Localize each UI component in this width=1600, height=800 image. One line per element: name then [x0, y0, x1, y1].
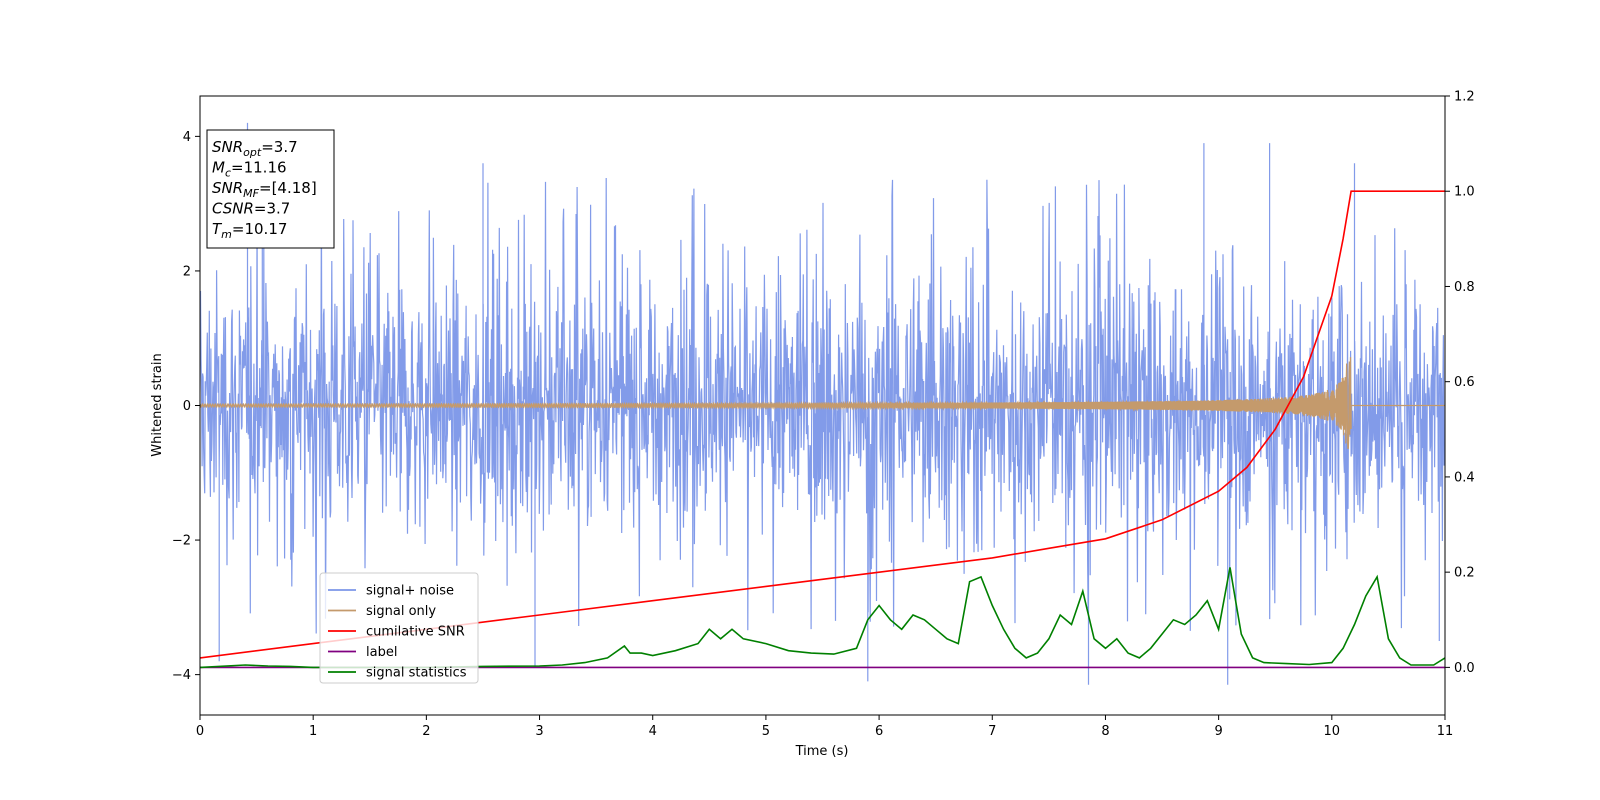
legend: signal+ noise signal only cumilative SNR la…	[319, 572, 479, 684]
y-tick-label: 0	[183, 399, 191, 414]
info-line: Mc=11.16	[212, 159, 287, 180]
x-tick-label: 6	[875, 724, 883, 739]
y-tick-label: −2	[172, 534, 191, 549]
x-tick-label: 2	[422, 724, 430, 739]
y-tick-label: −4	[172, 668, 191, 683]
x-tick-label: 7	[988, 724, 996, 739]
legend-label: cumilative SNR	[366, 625, 465, 640]
x-tick-label: 9	[1214, 724, 1222, 739]
x-tick-label: 3	[535, 724, 543, 739]
y2-tick-label: 1.2	[1454, 90, 1475, 105]
series-signal-only-line	[200, 357, 1445, 450]
x-axis-label: Time (s)	[795, 744, 849, 759]
y2-tick-label: 0.8	[1454, 280, 1475, 295]
x-tick-label: 11	[1437, 724, 1454, 739]
y2-tick-label: 0.6	[1454, 375, 1475, 390]
x-tick-label: 8	[1101, 724, 1109, 739]
info-line: SNRMF=[4.18]	[212, 179, 317, 200]
y2-tick-label: 0.0	[1454, 661, 1475, 676]
y2-tick-label: 0.4	[1454, 470, 1475, 485]
x-tick-label: 4	[649, 724, 657, 739]
series-cumilative-snr-line	[200, 190, 1445, 659]
y-axis-label: Whitened strain	[150, 353, 165, 456]
legend-label: signal+ noise	[366, 584, 454, 599]
y-tick-label: 4	[183, 130, 191, 145]
info-line: SNRopt=3.7	[212, 138, 298, 159]
x-tick-label: 1	[309, 724, 317, 739]
x-tick-label: 10	[1324, 724, 1341, 739]
y-tick-label: 2	[183, 264, 191, 279]
series-signal-noise-line	[200, 122, 1445, 685]
info-line: Tm=10.17	[212, 220, 287, 241]
info-line: CSNR=3.7	[212, 200, 290, 218]
legend-label: signal statistics	[366, 666, 467, 681]
legend-label: label	[366, 645, 397, 660]
legend-label: signal only	[366, 604, 436, 619]
x-tick-label: 0	[196, 724, 204, 739]
series-signal-statistics-line	[200, 567, 1445, 669]
x-tick-label: 5	[762, 724, 770, 739]
y2-tick-label: 1.0	[1454, 185, 1475, 200]
y2-tick-label: 0.2	[1454, 566, 1475, 581]
